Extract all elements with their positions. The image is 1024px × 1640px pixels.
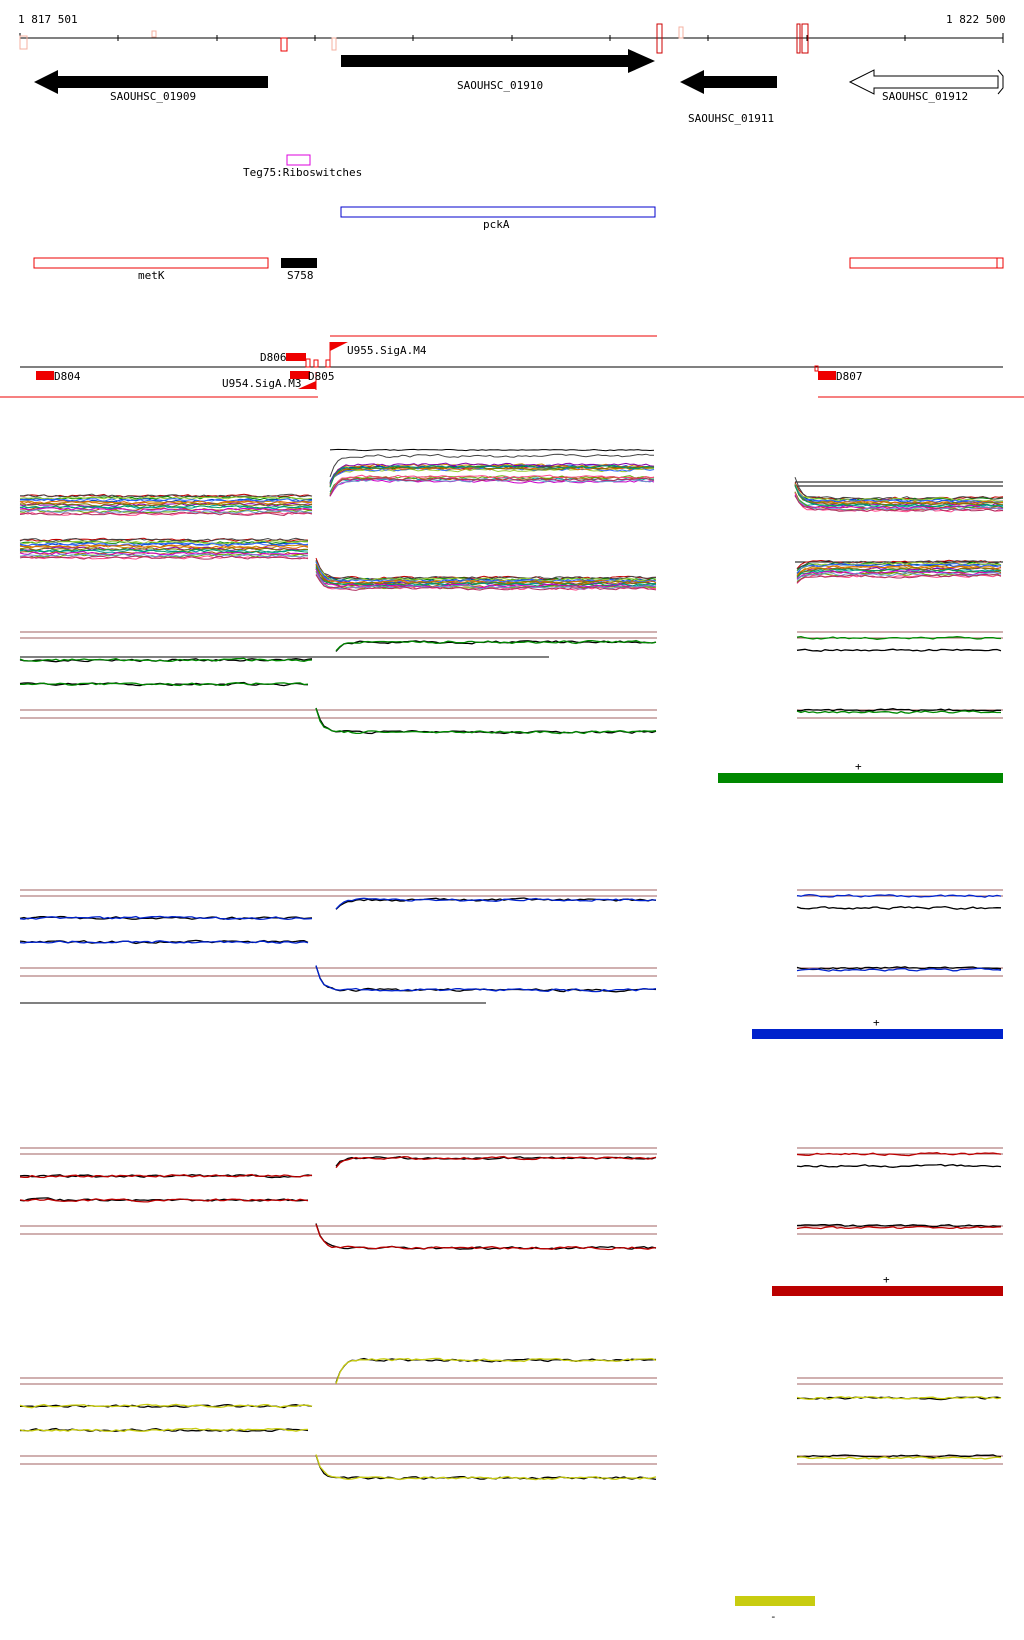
segment-label-d807: D807 xyxy=(836,370,863,383)
gene-label-01909: SAOUHSC_01909 xyxy=(110,90,196,103)
s758-label: S758 xyxy=(287,269,314,282)
expression-line-lower xyxy=(796,967,1002,972)
track4-strand-label: - xyxy=(770,1610,777,1623)
profile-line-upper xyxy=(19,464,1004,510)
gene-arrow-01909[interactable] xyxy=(34,70,268,94)
expression-line-upper xyxy=(19,1357,657,1409)
coord-start: 1 817 501 xyxy=(18,13,78,26)
condition-track-3 xyxy=(19,1147,1003,1251)
expression-line-lower xyxy=(796,710,1001,714)
expression-line-upper xyxy=(19,1156,657,1179)
gene-arrow-01911[interactable] xyxy=(680,70,777,94)
profile-line-lower xyxy=(19,550,1002,589)
pcka-box[interactable] xyxy=(340,206,656,218)
expression-line-lower xyxy=(20,682,657,735)
expression-line-upper xyxy=(19,897,657,920)
gene-arrow-01912[interactable] xyxy=(848,69,999,95)
expression-line-upper xyxy=(20,1357,657,1409)
profile-line-upper xyxy=(19,477,1004,517)
expression-line-upper xyxy=(796,1152,1002,1157)
expression-line-lower xyxy=(796,708,1002,712)
track3-strand-label: + xyxy=(883,1273,890,1286)
metk-box[interactable] xyxy=(33,257,269,269)
gene-label-01912: SAOUHSC_01912 xyxy=(882,90,968,103)
profile-line-upper xyxy=(19,467,1004,504)
expression-line-lower xyxy=(19,1427,657,1481)
metk-label: metK xyxy=(138,269,165,282)
expression-line-lower xyxy=(796,966,1002,971)
expression-line-upper xyxy=(796,1396,1002,1400)
coord-end: 1 822 500 xyxy=(946,13,1006,26)
expression-line-upper xyxy=(796,905,1002,910)
expression-line-upper xyxy=(19,1155,657,1179)
expression-line-lower xyxy=(796,1223,1002,1228)
track1-color-bar xyxy=(718,773,1003,783)
s758-box[interactable] xyxy=(281,258,317,268)
condition-track-4 xyxy=(19,1357,1003,1481)
track2-color-bar xyxy=(752,1029,1003,1039)
metk-right-box[interactable] xyxy=(849,257,1004,269)
multi-profile-track xyxy=(19,448,1004,1004)
track4-color-bar xyxy=(735,1596,815,1606)
gene-arrow-01910[interactable] xyxy=(341,49,655,73)
riboswitch-box[interactable] xyxy=(286,154,311,166)
expression-line-lower xyxy=(19,1427,657,1481)
expression-line-upper xyxy=(796,635,1002,640)
profile-line-lower xyxy=(19,546,1002,586)
expression-line-lower xyxy=(19,1198,657,1251)
coordinate-ruler xyxy=(19,23,1004,54)
expression-line-lower xyxy=(796,1456,1002,1460)
segment-label-u954: U954.SigA.M3 xyxy=(222,377,301,390)
profile-line-lower xyxy=(19,555,1002,591)
segment-label-d805: D805 xyxy=(308,370,335,383)
profile-line-upper xyxy=(329,448,655,452)
expression-line-lower xyxy=(19,1197,657,1250)
condition-track-2 xyxy=(19,889,1003,993)
segment-label-d806: D806 xyxy=(260,351,287,364)
expression-line-upper xyxy=(796,893,1002,898)
condition-tracks xyxy=(19,631,1003,1481)
expression-line-lower xyxy=(796,1225,1002,1230)
expression-line-upper xyxy=(796,1163,1002,1168)
profile-line-lower xyxy=(19,537,1002,581)
gene-label-01910: SAOUHSC_01910 xyxy=(457,79,543,92)
track1-strand-label: + xyxy=(855,760,862,773)
gene-label-01911: SAOUHSC_01911 xyxy=(688,112,774,125)
expression-line-lower xyxy=(19,940,657,993)
segment-label-d804: D804 xyxy=(54,370,81,383)
expression-line-upper xyxy=(19,639,657,663)
condition-track-1 xyxy=(19,631,1003,735)
track3-color-bar xyxy=(772,1286,1003,1296)
expression-line-lower xyxy=(19,939,657,993)
pcka-label: pckA xyxy=(483,218,510,231)
expression-line-upper xyxy=(796,648,1002,652)
track2-strand-label: + xyxy=(873,1016,880,1029)
expression-line-lower xyxy=(796,1454,1002,1459)
expression-line-lower xyxy=(19,681,657,735)
segmentation-track xyxy=(0,335,1024,398)
expression-line-upper xyxy=(19,897,656,921)
segment-label-u955: U955.SigA.M4 xyxy=(347,344,427,357)
riboswitch-label: Teg75:Riboswitches xyxy=(243,166,362,179)
